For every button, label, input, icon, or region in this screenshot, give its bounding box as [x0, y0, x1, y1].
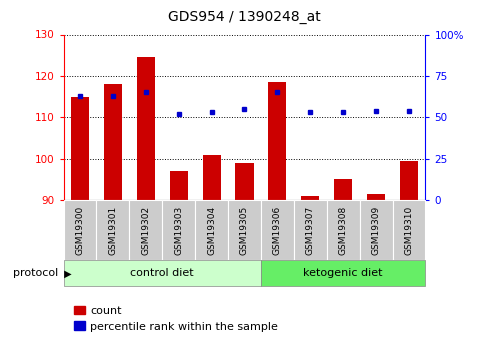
Text: GSM19301: GSM19301	[108, 206, 117, 255]
Text: GSM19305: GSM19305	[240, 206, 248, 255]
Text: GSM19308: GSM19308	[338, 206, 347, 255]
Text: GSM19310: GSM19310	[404, 206, 413, 255]
Bar	[137, 57, 155, 200]
Text: GSM19304: GSM19304	[207, 206, 216, 255]
Text: GSM19309: GSM19309	[371, 206, 380, 255]
Bar	[235, 163, 253, 200]
Bar	[333, 179, 351, 200]
Bar	[169, 171, 187, 200]
Text: GSM19300: GSM19300	[75, 206, 84, 255]
Text: control diet: control diet	[130, 268, 194, 278]
Text: protocol: protocol	[13, 268, 59, 278]
Bar	[71, 97, 89, 200]
Bar	[399, 161, 417, 200]
Text: GSM19303: GSM19303	[174, 206, 183, 255]
Text: ▶: ▶	[61, 268, 72, 278]
Bar	[202, 155, 220, 200]
Text: ketogenic diet: ketogenic diet	[303, 268, 382, 278]
Bar	[301, 196, 319, 200]
Text: GSM19302: GSM19302	[141, 206, 150, 255]
Bar	[268, 82, 286, 200]
Legend: count, percentile rank within the sample: count, percentile rank within the sample	[69, 301, 282, 336]
Bar	[366, 194, 385, 200]
Bar	[103, 84, 122, 200]
Text: GDS954 / 1390248_at: GDS954 / 1390248_at	[168, 10, 320, 24]
Text: GSM19306: GSM19306	[272, 206, 281, 255]
Text: GSM19307: GSM19307	[305, 206, 314, 255]
